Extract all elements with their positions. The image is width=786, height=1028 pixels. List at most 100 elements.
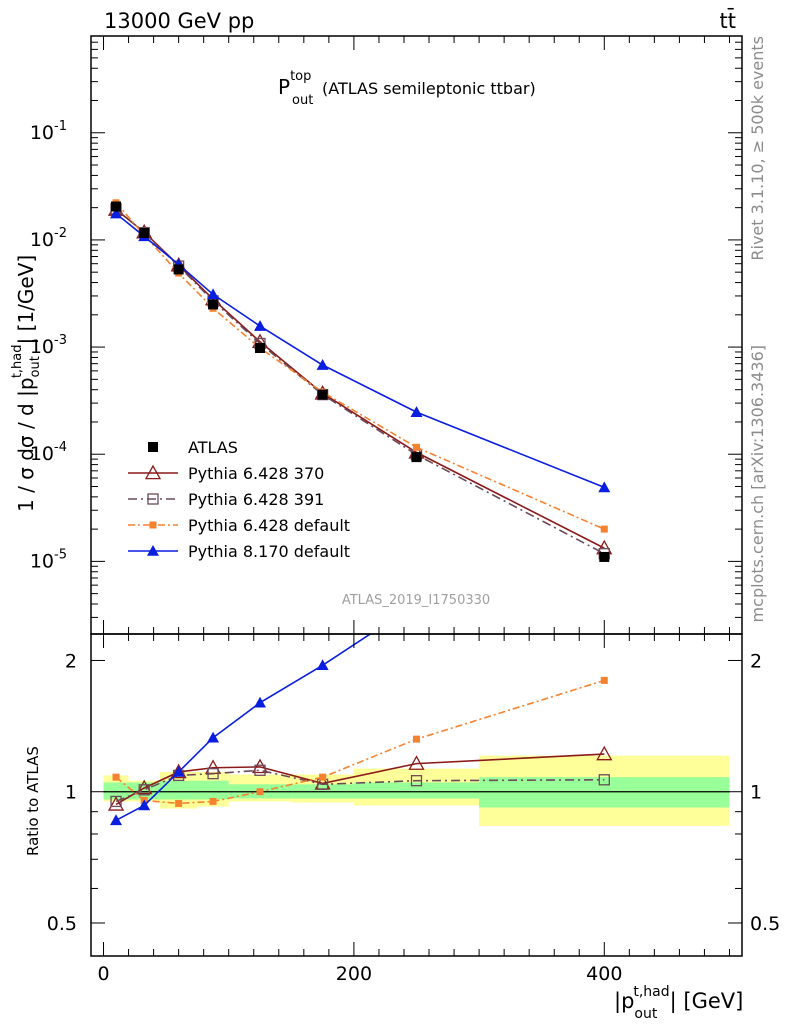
data-point-atlas <box>111 201 122 212</box>
main-y-tick-exponent: -1 <box>54 119 67 134</box>
ratio-point-pythia-6-428-default <box>209 797 217 805</box>
ratio-point-pythia-8-170-default <box>207 731 220 743</box>
main-y-axis-label: 1 / σ dσ / d |poutt,had| [1/GeV] <box>10 255 43 512</box>
band-stat-uncertainty <box>353 782 480 799</box>
data-point-atlas <box>317 389 328 400</box>
x-tick-label: 400 <box>586 963 622 985</box>
data-point-pythia-8-170-default <box>410 406 423 417</box>
analysis-id-label: ATLAS_2019_I1750330 <box>342 593 490 608</box>
ratio-point-pythia-6-428-391 <box>598 774 610 786</box>
x-tick-label: 0 <box>97 963 109 985</box>
plot-title: Ptop out (ATLAS semileptonic ttbar) <box>278 69 536 108</box>
ratio-panel-frame <box>90 633 743 957</box>
data-point-pythia-6-428-default <box>413 443 420 451</box>
plot-title-rest: (ATLAS semileptonic ttbar) <box>322 79 536 98</box>
data-point-pythia-6-428-default <box>600 525 608 533</box>
data-point-atlas <box>255 343 266 354</box>
main-panel-series <box>107 199 613 562</box>
main-y-tick-label: 10-5 <box>30 547 67 572</box>
data-point-pythia-8-170-default <box>254 320 267 331</box>
ratio-point-pythia-8-170-default <box>172 765 185 777</box>
ratio-line-pythia-6-428-default <box>115 679 605 805</box>
ratio-panel-series <box>103 634 730 826</box>
axes: 10-5 10-4 10-3 10-2 10-1 0 200 400 0.5 0.5 1 1 2 2 <box>30 35 780 985</box>
data-point-pythia-8-170-default <box>316 359 329 370</box>
ratio-y-axis-label: Ratio to ATLAS <box>24 746 42 856</box>
ratio-point-pythia-6-428-370 <box>170 763 187 779</box>
ratio-line-pythia-6-428-370 <box>115 753 605 806</box>
legend-label-atlas: ATLAS <box>188 438 238 457</box>
ratio-point-pythia-6-428-default <box>256 788 264 796</box>
ratio-point-pythia-6-428-391 <box>110 795 122 808</box>
ratio-point-pythia-6-428-default <box>112 773 120 781</box>
legend-marker-pythia-6-428-370 <box>144 464 162 480</box>
legend-label-pythia-6-428-default: Pythia 6.428 default <box>188 516 350 535</box>
ratio-point-pythia-6-428-391 <box>138 784 150 796</box>
band-stat-uncertainty <box>103 782 129 800</box>
data-point-atlas <box>599 551 610 562</box>
ratio-point-pythia-6-428-391 <box>254 764 266 776</box>
ratio-point-pythia-6-428-370 <box>408 755 425 770</box>
main-y-tick-label: 10-4 <box>30 440 67 465</box>
data-point-pythia-8-170-default <box>110 207 123 219</box>
data-point-atlas <box>208 299 219 310</box>
ratio-point-pythia-8-170-default <box>110 814 123 826</box>
ratio-line-pythia-6-428-391 <box>115 769 605 803</box>
legend-marker-pythia-6-428-391 <box>147 493 159 505</box>
x-axis-label: |poutt,had| [GeV] <box>614 984 743 1022</box>
ratio-y-tick-label-left: 2 <box>65 650 77 672</box>
legend-label-pythia-8-170-default: Pythia 8.170 default <box>188 542 350 561</box>
ratio-y-tick-label-right: 1 <box>750 782 762 804</box>
data-point-atlas <box>173 264 184 275</box>
main-y-tick-label: 10-3 <box>30 333 67 358</box>
band-stat-uncertainty <box>159 780 198 800</box>
ratio-point-pythia-6-428-default <box>319 773 327 781</box>
ratio-point-pythia-6-428-391 <box>207 768 219 780</box>
ratio-point-pythia-8-170-default <box>254 696 267 708</box>
main-y-tick-exponent: -4 <box>54 440 67 455</box>
rivet-version-label: Rivet 3.1.10, ≥ 500k events <box>748 36 767 261</box>
main-y-tick-exponent: -3 <box>54 333 67 348</box>
ratio-point-pythia-6-428-default <box>413 735 420 743</box>
data-point-pythia-8-170-default <box>207 288 220 300</box>
data-point-atlas <box>411 452 422 463</box>
data-point-pythia-8-170-default <box>598 481 611 493</box>
main-y-tick-exponent: -2 <box>54 226 67 241</box>
plot-title-sup: top <box>290 69 311 84</box>
ratio-y-tick-label-left: 0.5 <box>47 913 77 935</box>
series-line-pythia-6-428-391 <box>115 208 605 555</box>
legend-marker-pythia-8-170-default <box>147 545 159 556</box>
ratio-point-pythia-6-428-default <box>175 799 183 807</box>
ratio-point-pythia-6-428-370 <box>107 796 125 811</box>
x-tick-label: 200 <box>336 963 372 985</box>
plot-title-sub: out <box>292 93 313 108</box>
ratio-point-pythia-6-428-370 <box>136 779 153 795</box>
legend-marker-pythia-6-428-default <box>149 521 157 529</box>
legend-marker-atlas <box>148 442 158 452</box>
ratio-point-pythia-6-428-391 <box>410 775 423 787</box>
energy-label: 13000 GeV pp <box>104 9 254 33</box>
plot-title-main: P <box>278 75 290 99</box>
ratio-point-pythia-6-428-370 <box>251 758 269 774</box>
process-label: tt̄ <box>720 8 736 33</box>
legend-label-pythia-6-428-391: Pythia 6.428 391 <box>188 490 324 509</box>
ratio-y-tick-label-left: 1 <box>65 782 77 804</box>
ratio-point-pythia-8-170-default <box>316 659 329 671</box>
band-stat-uncertainty <box>479 777 730 808</box>
legend-label-pythia-6-428-370: Pythia 6.428 370 <box>188 464 324 483</box>
ratio-y-tick-label-right: 0.5 <box>750 913 780 935</box>
ratio-point-pythia-6-428-370 <box>596 745 613 761</box>
data-point-atlas <box>139 228 150 239</box>
main-y-tick-label: 10-1 <box>30 119 67 144</box>
mcplots-label: mcplots.cern.ch [arXiv:1306.3436] <box>748 345 767 622</box>
ratio-line-pythia-8-170-default <box>115 634 372 821</box>
main-y-tick-label: 10-2 <box>30 226 67 251</box>
ratio-y-tick-label-right: 2 <box>750 650 762 672</box>
main-y-tick-exponent: -5 <box>54 547 67 562</box>
legend: ATLAS Pythia 6.428 370 Pythia 6.428 391 Pyt… <box>128 438 350 561</box>
band-stat-uncertainty <box>197 780 229 800</box>
ratio-point-pythia-8-170-default <box>138 799 151 811</box>
ratio-point-pythia-6-428-default <box>600 676 608 684</box>
